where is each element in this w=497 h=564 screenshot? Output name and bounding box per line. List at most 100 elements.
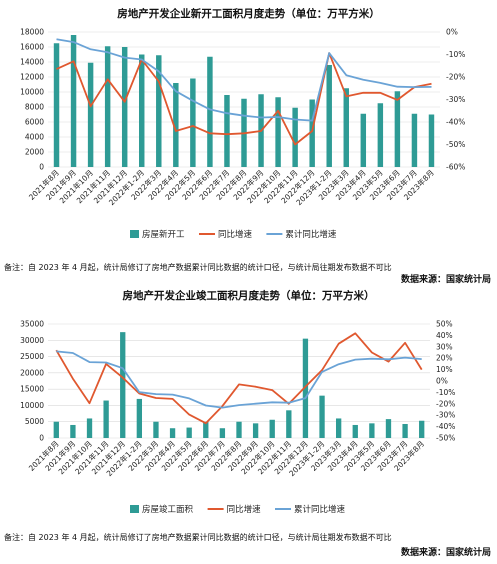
data-source: 数据来源：国家统计局: [400, 548, 491, 558]
series-line: [56, 52, 432, 146]
bar: [186, 427, 192, 438]
right-tick-label: 50%: [436, 320, 453, 329]
right-tick-label: -30%: [436, 411, 455, 420]
bar: [173, 83, 179, 167]
legend-label: 累计同比增速: [285, 229, 337, 240]
bar: [335, 418, 342, 438]
left-tick-label: 15000: [20, 385, 44, 394]
right-tick-label: 20%: [436, 354, 453, 363]
right-tick-label: -40%: [446, 118, 465, 127]
left-tick-label: 0: [39, 434, 44, 443]
bar: [103, 400, 109, 438]
bar: [309, 99, 315, 167]
chart-block-new-starts: 房地产开发企业新开工面积月度走势（单位：万平方米） 0 2000 4000 6000 8…: [4, 8, 491, 285]
right-tick-label: 0%: [446, 28, 458, 37]
bar: [377, 103, 384, 167]
chart-title: 房地产开发企业竣工面积月度走势（单位：万平方米）: [122, 290, 375, 302]
left-tick-label: 16000: [20, 43, 44, 52]
bar: [269, 419, 275, 438]
right-tick-label: -10%: [446, 50, 465, 59]
bar: [87, 62, 94, 167]
bar: [275, 97, 281, 167]
bar: [53, 421, 59, 438]
right-tick-label: -30%: [446, 95, 465, 104]
left-tick-label: 2000: [25, 148, 44, 157]
left-tick-label: 25000: [20, 352, 44, 361]
series-line: [56, 350, 422, 409]
bar: [104, 46, 111, 167]
right-tick-label: -40%: [436, 422, 455, 431]
right-tick-label: -10%: [436, 388, 455, 397]
bar: [153, 421, 159, 438]
left-tick-label: 20000: [20, 368, 44, 377]
left-tick-label: 30000: [20, 336, 44, 345]
right-tick-label: -50%: [446, 140, 465, 149]
right-tick-label: -50%: [436, 434, 455, 443]
bar: [394, 91, 401, 167]
legend-label: 同比增速: [227, 504, 262, 515]
bar: [53, 43, 60, 167]
left-tick-label: 18000: [20, 28, 44, 37]
right-tick-label: 10%: [436, 365, 453, 374]
left-tick-label: 8000: [25, 103, 44, 112]
bar: [385, 419, 392, 438]
legend-swatch: [130, 505, 139, 513]
data-source: 数据来源：国家统计局: [400, 275, 491, 285]
bar: [190, 78, 196, 167]
bar: [207, 56, 213, 167]
bar: [236, 421, 242, 438]
left-tick-label: 35000: [20, 320, 44, 329]
left-tick-label: 10000: [20, 401, 44, 410]
completions-chart: 0 5000 10000 15000 20000 25000 30000 35000 -50% -…: [20, 320, 455, 516]
left-tick-label: 10000: [20, 88, 44, 97]
bar: [224, 95, 230, 167]
left-tick-label: 4000: [25, 133, 44, 142]
left-tick-label: 12000: [20, 73, 44, 82]
bar: [402, 423, 408, 438]
left-tick-label: 14000: [20, 58, 44, 67]
right-tick-label: 30%: [436, 342, 453, 351]
right-tick-label: 40%: [436, 331, 453, 340]
bar: [292, 107, 298, 167]
bar: [252, 423, 259, 438]
footnote: 备注：自 2023 年 4 月起，统计局修订了房地产数据累计同比数据的统计口径，…: [4, 263, 392, 272]
bar: [319, 395, 325, 438]
legend-swatch: [130, 230, 139, 238]
bar: [86, 418, 93, 438]
bar: [419, 420, 425, 438]
bar: [156, 55, 162, 167]
bar: [411, 113, 418, 167]
bar: [428, 114, 435, 167]
left-tick-label: 6000: [25, 118, 44, 127]
bar: [120, 332, 126, 438]
legend-label: 房屋竣工面积: [142, 504, 194, 515]
left-tick-label: 0: [39, 163, 44, 172]
new-starts-chart: 0 2000 4000 6000 8000 10000 12000 14000 16000 180…: [20, 28, 465, 241]
bar: [352, 424, 358, 438]
right-tick-label: -20%: [436, 399, 455, 408]
legend-label: 累计同比增速: [294, 504, 346, 515]
bar: [302, 338, 309, 438]
legend-label: 同比增速: [218, 229, 253, 240]
series-line: [56, 38, 432, 122]
bar: [70, 424, 76, 438]
right-tick-label: -20%: [446, 73, 465, 82]
bar: [360, 113, 367, 167]
footnote: 备注：自 2023 年 4 月起，统计局修订了房地产数据累计同比数据的统计口径，…: [4, 533, 392, 542]
bar: [121, 47, 128, 167]
bar: [139, 54, 145, 167]
chart-block-completions: 房地产开发企业竣工面积月度走势（单位：万平方米） 0 5000 10000 15000…: [0, 282, 497, 564]
bar: [343, 88, 349, 167]
bar: [286, 410, 292, 438]
bar: [219, 428, 226, 438]
bar: [203, 421, 209, 438]
legend-label: 房屋新开工: [142, 229, 185, 240]
series-line: [55, 332, 423, 425]
bar: [369, 423, 375, 438]
bar: [326, 65, 332, 167]
bar: [169, 428, 176, 438]
right-tick-label: 0%: [436, 377, 448, 386]
left-tick-label: 5000: [25, 417, 44, 426]
right-tick-label: -60%: [446, 163, 465, 172]
chart-title: 房地产开发企业新开工面积月度走势（单位：万平方米）: [117, 8, 380, 20]
